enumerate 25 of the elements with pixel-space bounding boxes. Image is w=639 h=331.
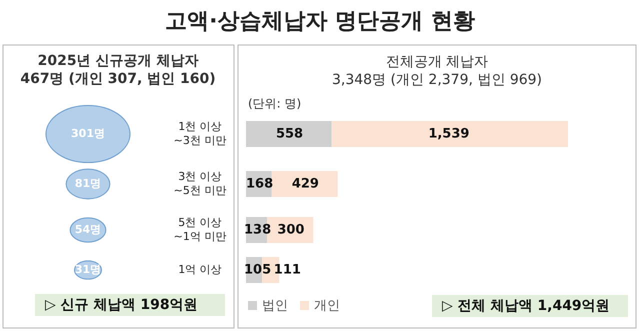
category-label: 3천 이상 ~5천 미만 [174, 170, 226, 198]
legend-label: 개인 [314, 298, 340, 314]
text: 2025년 신규공개 체납자 467명 (개인 307, 법인 160) [20, 52, 216, 87]
data-label: 54명 [74, 223, 102, 236]
category-label: 1억 이상 [178, 263, 222, 276]
category-label: 5천 이상 ~1억 미만 [174, 216, 226, 244]
data-label: 429 [292, 176, 319, 192]
chart-subtitle: 3,348명 (개인 2,379, 법인 969) [332, 72, 542, 88]
text: ▷ 전체 체납액 1,449억원 [442, 298, 610, 314]
chart-title: 전체공개 체납자 [386, 54, 488, 70]
legend-label: 법인 [262, 298, 288, 314]
data-label: 300 [277, 222, 304, 238]
data-label: 111 [274, 262, 301, 278]
category-label: 1천 이상 ~3천 미만 [174, 120, 226, 148]
text: 고액·상습체납자 명단공개 현황 [165, 9, 475, 34]
data-label: 558 [276, 126, 304, 142]
data-label: 105 [244, 262, 272, 278]
text: (단위: 명) [248, 96, 302, 110]
text: ▷ 신규 체납액 198억원 [45, 296, 198, 313]
data-label: 301명 [71, 127, 105, 140]
data-label: 31명 [74, 263, 102, 276]
data-label: 81명 [74, 177, 102, 190]
data-label: 1,539 [428, 126, 470, 142]
data-label: 168 [246, 176, 274, 192]
data-label: 138 [244, 222, 272, 238]
